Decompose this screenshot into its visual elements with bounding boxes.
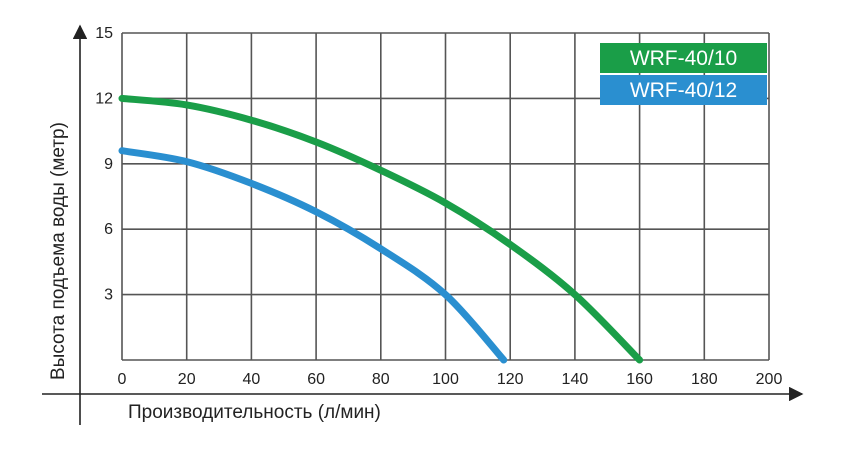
legend-label-0: WRF-40/10 [630,47,737,70]
legend-label-1: WRF-40/12 [630,79,737,102]
series-line-1 [118,147,508,364]
y-tick-label: 15 [95,25,113,42]
x-tick-label: 100 [432,371,459,388]
x-axis-label: Производительность (л/мин) [128,402,381,423]
legend: WRF-40/10 WRF-40/12 [600,43,767,105]
x-tick-label: 140 [562,371,589,388]
x-tick-label: 160 [626,371,653,388]
x-tick-label: 200 [756,371,783,388]
tick-labels: 0 20 40 60 80 100 120 140 160 180 200 3 6 9 12 15 [95,25,782,388]
x-tick-label: 20 [178,371,196,388]
x-tick-label: 80 [372,371,390,388]
axes [42,24,804,425]
y-tick-label: 6 [104,221,113,238]
x-tick-label: 120 [497,371,524,388]
x-tick-label: 0 [118,371,127,388]
y-tick-label: 9 [104,156,113,173]
y-tick-label: 12 [95,90,113,107]
x-tick-label: 60 [307,371,325,388]
x-tick-label: 40 [243,371,261,388]
legend-swatch-1 [600,75,767,105]
series-line-0 [118,94,644,364]
y-tick-label: 3 [104,287,113,304]
series-lines [118,94,644,364]
legend-swatch-0 [600,43,767,73]
y-axis-label: Высота подъема воды (метр) [48,122,69,380]
x-tick-label: 180 [691,371,718,388]
